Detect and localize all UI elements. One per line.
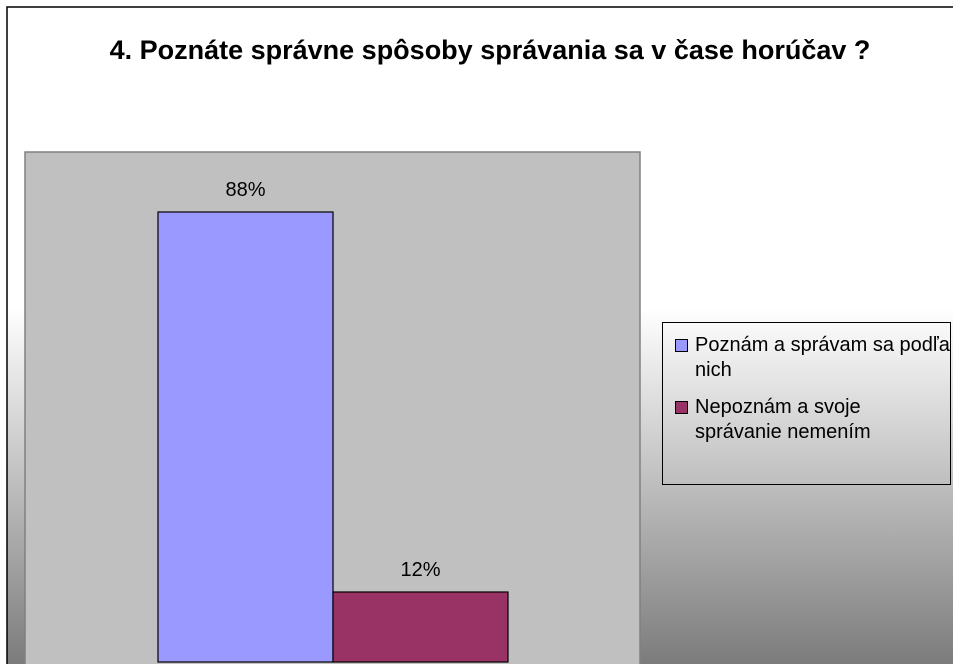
legend-item: Poznám a správam sa podľa nich [663,333,950,383]
data-label: 88% [225,179,265,201]
legend-swatch [675,339,688,352]
bar [157,211,334,663]
legend-label: Nepoznám a svoje správanie nemením [695,396,871,443]
legend: Poznám a správam sa podľa nich Nepoznám a… [662,322,951,485]
bar [332,591,509,663]
legend-item: Nepoznám a svoje správanie nemením [663,395,950,445]
chart-title: 4. Poznáte správne spôsoby správania sa … [109,35,871,65]
legend-swatch [675,401,688,414]
legend-label: Poznám a správam sa podľa nich [695,334,950,381]
data-label: 12% [400,559,440,581]
